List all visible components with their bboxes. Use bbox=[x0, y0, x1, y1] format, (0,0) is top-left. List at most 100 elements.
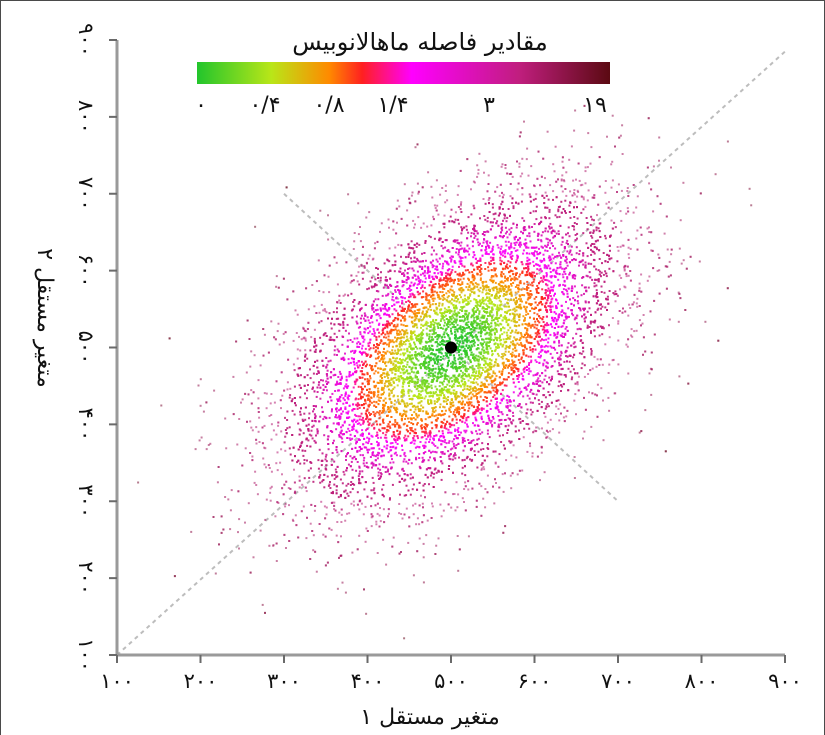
scatter-point bbox=[395, 301, 398, 304]
scatter-point bbox=[541, 246, 544, 249]
scatter-point bbox=[554, 262, 557, 265]
scatter-point bbox=[417, 277, 420, 280]
scatter-point bbox=[393, 308, 396, 311]
scatter-point bbox=[237, 531, 239, 534]
scatter-point bbox=[362, 419, 365, 422]
scatter-point bbox=[562, 292, 565, 295]
scatter-point bbox=[517, 394, 520, 397]
scatter-point bbox=[547, 287, 550, 290]
scatter-point bbox=[402, 284, 405, 287]
scatter-point bbox=[399, 267, 402, 270]
scatter-point bbox=[362, 459, 365, 462]
scatter-point bbox=[335, 476, 338, 479]
scatter-point bbox=[345, 375, 348, 378]
scatter-point bbox=[303, 477, 306, 480]
scatter-point bbox=[358, 404, 360, 406]
scatter-point bbox=[338, 409, 340, 412]
scatter-point bbox=[582, 263, 585, 266]
scatter-point bbox=[529, 370, 532, 373]
scatter-point bbox=[363, 446, 366, 449]
scatter-point bbox=[518, 438, 521, 440]
scatter-point bbox=[341, 482, 344, 485]
scatter-point bbox=[504, 425, 507, 428]
scatter-point bbox=[395, 232, 398, 235]
scatter-point bbox=[491, 416, 494, 418]
scatter-point bbox=[551, 428, 554, 431]
scatter-point bbox=[293, 481, 296, 484]
scatter-point bbox=[560, 311, 563, 313]
scatter-point bbox=[358, 283, 361, 286]
scatter-point bbox=[546, 421, 549, 424]
scatter-point bbox=[389, 442, 392, 445]
scatter-point bbox=[361, 335, 363, 338]
scatter-point bbox=[304, 392, 306, 395]
scatter-point bbox=[357, 366, 360, 369]
scatter-point bbox=[593, 321, 596, 324]
scatter-point bbox=[314, 441, 317, 444]
scatter-point bbox=[607, 206, 610, 209]
scatter-point bbox=[319, 349, 322, 352]
scatter-point bbox=[666, 248, 669, 251]
scatter-point bbox=[385, 439, 388, 442]
scatter-point bbox=[307, 428, 310, 430]
scatter-point bbox=[638, 282, 641, 285]
scatter-point bbox=[567, 287, 570, 290]
scatter-point bbox=[355, 403, 358, 406]
scatter-point bbox=[541, 381, 544, 384]
scatter-point bbox=[476, 406, 479, 409]
scatter-point bbox=[627, 238, 630, 241]
scatter-point bbox=[422, 506, 424, 509]
scatter-point bbox=[604, 306, 607, 309]
scatter-point bbox=[455, 481, 458, 484]
scatter-point bbox=[391, 435, 393, 438]
scatter-point bbox=[457, 427, 460, 430]
scatter-point bbox=[472, 422, 474, 425]
scatter-point bbox=[160, 404, 163, 407]
scatter-point bbox=[405, 439, 408, 442]
scatter-point bbox=[492, 485, 494, 488]
scatter-point bbox=[366, 420, 369, 423]
scatter-point bbox=[351, 308, 354, 311]
scatter-point bbox=[371, 466, 373, 469]
scatter-point bbox=[361, 476, 364, 479]
scatter-point bbox=[530, 413, 533, 416]
scatter-point bbox=[285, 186, 288, 189]
scatter-point bbox=[502, 531, 505, 534]
scatter-point bbox=[555, 318, 558, 321]
scatter-point bbox=[392, 220, 395, 223]
scatter-point bbox=[197, 384, 200, 387]
scatter-point bbox=[256, 493, 259, 496]
scatter-point bbox=[414, 446, 417, 449]
scatter-point bbox=[617, 183, 620, 186]
scatter-point bbox=[456, 242, 459, 244]
scatter-point bbox=[342, 294, 345, 297]
scatter-point bbox=[413, 282, 416, 285]
scatter-point bbox=[261, 426, 264, 429]
scatter-point bbox=[387, 218, 390, 221]
scatter-point bbox=[538, 361, 541, 364]
scatter-point bbox=[506, 432, 509, 434]
scatter-point bbox=[454, 428, 457, 431]
scatter-point bbox=[614, 300, 617, 303]
scatter-point bbox=[356, 503, 359, 506]
scatter-point bbox=[531, 411, 534, 414]
scatter-point bbox=[333, 349, 336, 352]
scatter-point bbox=[377, 471, 380, 474]
scatter-point bbox=[651, 249, 654, 252]
scatter-point bbox=[327, 448, 330, 451]
scatter-point bbox=[550, 346, 553, 349]
scatter-point bbox=[596, 394, 598, 397]
scatter-point bbox=[371, 333, 374, 335]
scatter-point bbox=[238, 418, 241, 420]
scatter-point bbox=[476, 466, 479, 469]
scatter-point bbox=[521, 420, 524, 422]
scatter-point bbox=[245, 371, 248, 374]
scatter-point bbox=[312, 386, 314, 389]
scatter-point bbox=[546, 267, 549, 270]
scatter-point bbox=[460, 260, 463, 263]
scatter-point bbox=[410, 289, 413, 291]
scatter-point bbox=[528, 272, 531, 275]
scatter-point bbox=[349, 433, 352, 436]
scatter-point bbox=[331, 338, 334, 341]
scatter-point bbox=[473, 181, 476, 184]
